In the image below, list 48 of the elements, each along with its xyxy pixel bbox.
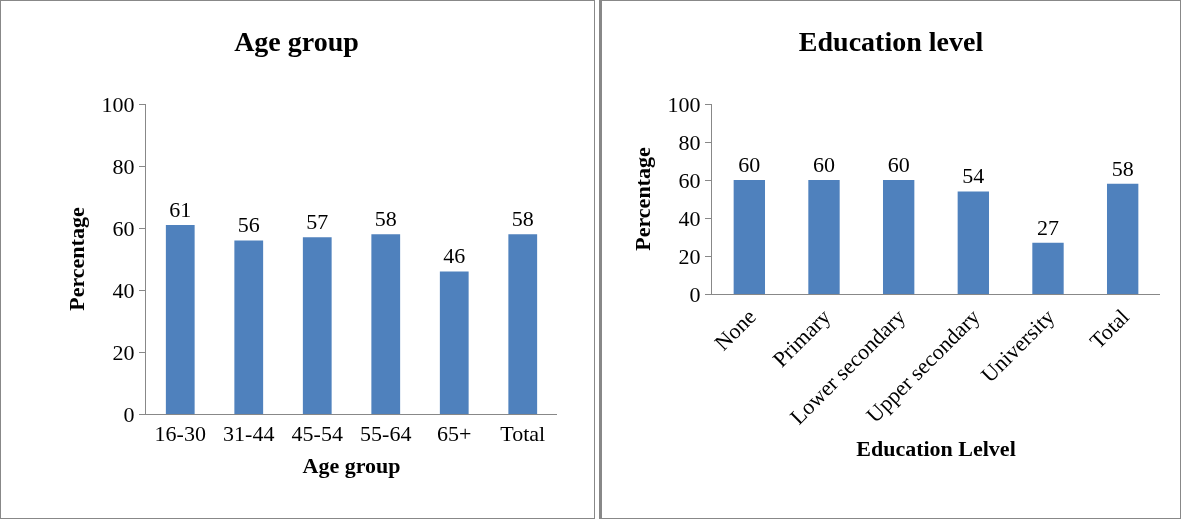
bar xyxy=(957,191,990,294)
bar xyxy=(439,271,469,414)
x-tick-label: 31-44 xyxy=(223,421,275,447)
y-tick-label: 40 xyxy=(678,205,701,231)
data-label: 58 xyxy=(1111,155,1134,181)
bar xyxy=(808,180,840,294)
x-axis-title: Age group xyxy=(302,453,401,479)
x-tick-label: 45-54 xyxy=(291,421,343,447)
data-label: 61 xyxy=(169,196,192,222)
x-tick-label: Total xyxy=(500,421,546,447)
y-axis-title: Percentage xyxy=(64,207,90,311)
data-label: 60 xyxy=(887,152,910,177)
x-tick-label: 55-64 xyxy=(360,421,412,447)
y-tick-label: 0 xyxy=(689,281,701,307)
bar xyxy=(733,180,766,294)
bar xyxy=(234,240,264,414)
bar xyxy=(1032,242,1064,294)
data-label: 46 xyxy=(443,243,466,269)
y-tick-label: 100 xyxy=(667,91,701,117)
x-axis-title: Education Lelvel xyxy=(856,436,1016,462)
data-label: 60 xyxy=(738,152,761,177)
y-tick-label: 80 xyxy=(678,129,701,155)
bar xyxy=(508,234,538,414)
chart-title: Age group xyxy=(234,25,359,57)
x-tick-label: 65+ xyxy=(437,421,472,447)
bar xyxy=(165,224,195,414)
data-label: 54 xyxy=(962,163,985,189)
x-tick-label: 16-30 xyxy=(154,421,206,447)
y-tick-label: 40 xyxy=(112,277,135,303)
y-axis-title: Percentage xyxy=(630,147,656,251)
data-label: 27 xyxy=(1037,214,1059,240)
y-tick-label: 80 xyxy=(112,153,135,179)
y-tick-label: 60 xyxy=(112,215,135,241)
bar xyxy=(371,234,401,414)
y-tick-label: 60 xyxy=(678,167,701,193)
y-tick-label: 0 xyxy=(123,401,135,427)
bar xyxy=(882,180,915,294)
bar xyxy=(302,237,332,414)
bar xyxy=(1106,183,1139,294)
chart-title: Education level xyxy=(798,25,984,57)
y-tick-label: 20 xyxy=(112,339,135,365)
data-label: 60 xyxy=(813,152,835,177)
y-tick-label: 20 xyxy=(678,243,701,269)
data-label: 56 xyxy=(237,212,260,238)
data-label: 58 xyxy=(374,206,397,232)
y-tick-label: 100 xyxy=(101,91,135,117)
data-label: 58 xyxy=(511,206,534,232)
data-label: 57 xyxy=(306,209,329,235)
